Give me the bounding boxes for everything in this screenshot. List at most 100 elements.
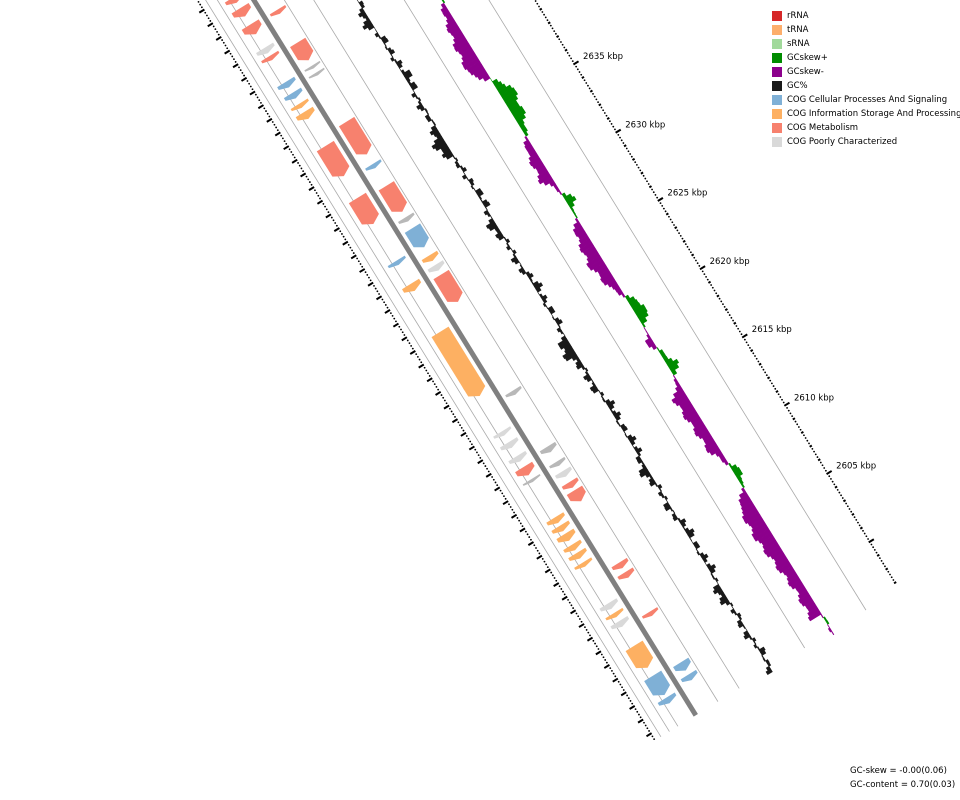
- gc-skew-negative-bar: [671, 391, 687, 404]
- scale-minor-tick: [539, 7, 543, 11]
- inner-scale-dot: [415, 353, 418, 356]
- inner-scale-tick: [502, 500, 509, 506]
- scale-dot: [625, 147, 628, 150]
- gc-skew-positive-bar: [517, 119, 525, 127]
- gc-bar: [762, 657, 767, 662]
- scale-dot: [644, 177, 647, 180]
- scale-dot: [566, 52, 569, 54]
- gc-bar: [399, 67, 402, 72]
- scale-dot: [571, 60, 574, 63]
- gc-bar: [592, 387, 599, 394]
- scale-dot: [769, 379, 772, 382]
- gc-skew-negative-bar: [586, 255, 603, 268]
- inner-scale-dot: [222, 41, 225, 44]
- inner-scale-tick: [527, 541, 535, 547]
- scale-minor-tick: [885, 567, 889, 571]
- gc-bar: [743, 633, 751, 640]
- gc-bar: [613, 411, 622, 419]
- scale-minor-tick: [581, 75, 585, 79]
- gc-skew-positive-bar: [738, 479, 744, 485]
- scale-dot: [816, 456, 819, 458]
- gc-bar: [669, 507, 674, 512]
- inner-scale-dot: [275, 126, 278, 129]
- gc-bar: [417, 97, 422, 102]
- scale-dot: [630, 155, 633, 158]
- scale-dot: [610, 123, 613, 125]
- inner-scale-dot: [276, 129, 279, 132]
- inner-scale-dot: [621, 686, 623, 689]
- inner-scale-tick: [224, 49, 231, 55]
- scale-dot: [693, 256, 696, 259]
- scale-dot: [779, 396, 782, 398]
- gc-bar: [719, 597, 729, 606]
- inner-scale-dot: [374, 287, 377, 290]
- gc-bar: [416, 103, 424, 110]
- scale-major-tick: [699, 265, 706, 271]
- gc-bar: [518, 261, 522, 266]
- scale-dot: [671, 221, 674, 224]
- scale-dot: [695, 259, 697, 262]
- scale-dot: [698, 265, 701, 267]
- inner-scale-dot: [452, 413, 455, 416]
- gc-bar: [665, 499, 669, 503]
- scale-major-tick: [826, 470, 833, 475]
- inner-scale-dot: [384, 304, 387, 306]
- scale-dot: [838, 491, 841, 494]
- inner-scale-dot: [543, 560, 546, 563]
- inner-scale-dot: [612, 672, 615, 675]
- inner-scale-dot: [246, 80, 249, 82]
- inner-scale-dot: [204, 11, 207, 14]
- gc-bar: [485, 206, 488, 211]
- inner-scale-tick: [342, 240, 349, 246]
- inner-scale-dot: [332, 219, 335, 222]
- scale-dot: [745, 341, 748, 344]
- scale-dot: [576, 68, 579, 71]
- gc-bar: [606, 399, 616, 408]
- inner-scale-dot: [558, 585, 561, 588]
- gc-bar: [555, 319, 563, 326]
- legend-label: GCskew-: [787, 67, 824, 77]
- scale-dot: [737, 327, 740, 330]
- scale-dot: [656, 196, 659, 199]
- scale-dot: [639, 169, 642, 172]
- inner-scale-tick: [637, 718, 644, 724]
- gene-arrow-unannotated: [522, 474, 541, 486]
- gc-bar: [615, 415, 621, 421]
- inner-scale-dot: [597, 648, 600, 650]
- inner-scale-dot: [401, 331, 404, 334]
- inner-scale-dot: [619, 683, 622, 686]
- inner-scale-tick: [443, 404, 450, 410]
- scale-dot: [715, 292, 718, 295]
- gc-bar: [639, 469, 650, 478]
- gc-bar: [441, 149, 453, 159]
- scale-dot: [597, 101, 599, 103]
- inner-scale-tick: [384, 309, 391, 314]
- gene-arrow-information: [431, 326, 486, 397]
- scale-dot: [634, 161, 637, 164]
- scale-dot: [659, 202, 662, 205]
- inner-scale-dot: [450, 410, 453, 413]
- inner-scale-tick: [578, 623, 585, 628]
- gc-bar: [489, 215, 493, 219]
- gc-bar: [426, 116, 432, 123]
- gc-skew-positive-bar: [504, 95, 519, 106]
- scale-dot: [727, 311, 729, 314]
- gc-bar: [540, 294, 548, 301]
- inner-scale-dot: [265, 110, 267, 112]
- scale-dot: [882, 562, 885, 565]
- gc-skew-negative-bar: [602, 275, 615, 286]
- gc-bar: [635, 447, 643, 454]
- inner-scale-dot: [509, 506, 512, 508]
- gene-arrow-information: [402, 278, 422, 293]
- gc-skew-negative-bar: [831, 630, 835, 636]
- gc-bar: [695, 548, 699, 553]
- scale-dot: [620, 139, 623, 142]
- scale-dot: [684, 243, 687, 245]
- gc-bar: [429, 127, 439, 136]
- gc-bar: [510, 256, 518, 263]
- inner-scale-tick: [519, 527, 526, 533]
- scale-dot: [752, 352, 755, 355]
- scale-dot: [710, 284, 713, 286]
- inner-scale-dot: [427, 372, 429, 375]
- inner-scale-dot: [207, 17, 210, 20]
